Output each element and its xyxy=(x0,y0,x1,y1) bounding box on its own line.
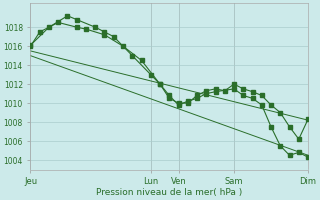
X-axis label: Pression niveau de la mer( hPa ): Pression niveau de la mer( hPa ) xyxy=(96,188,242,197)
